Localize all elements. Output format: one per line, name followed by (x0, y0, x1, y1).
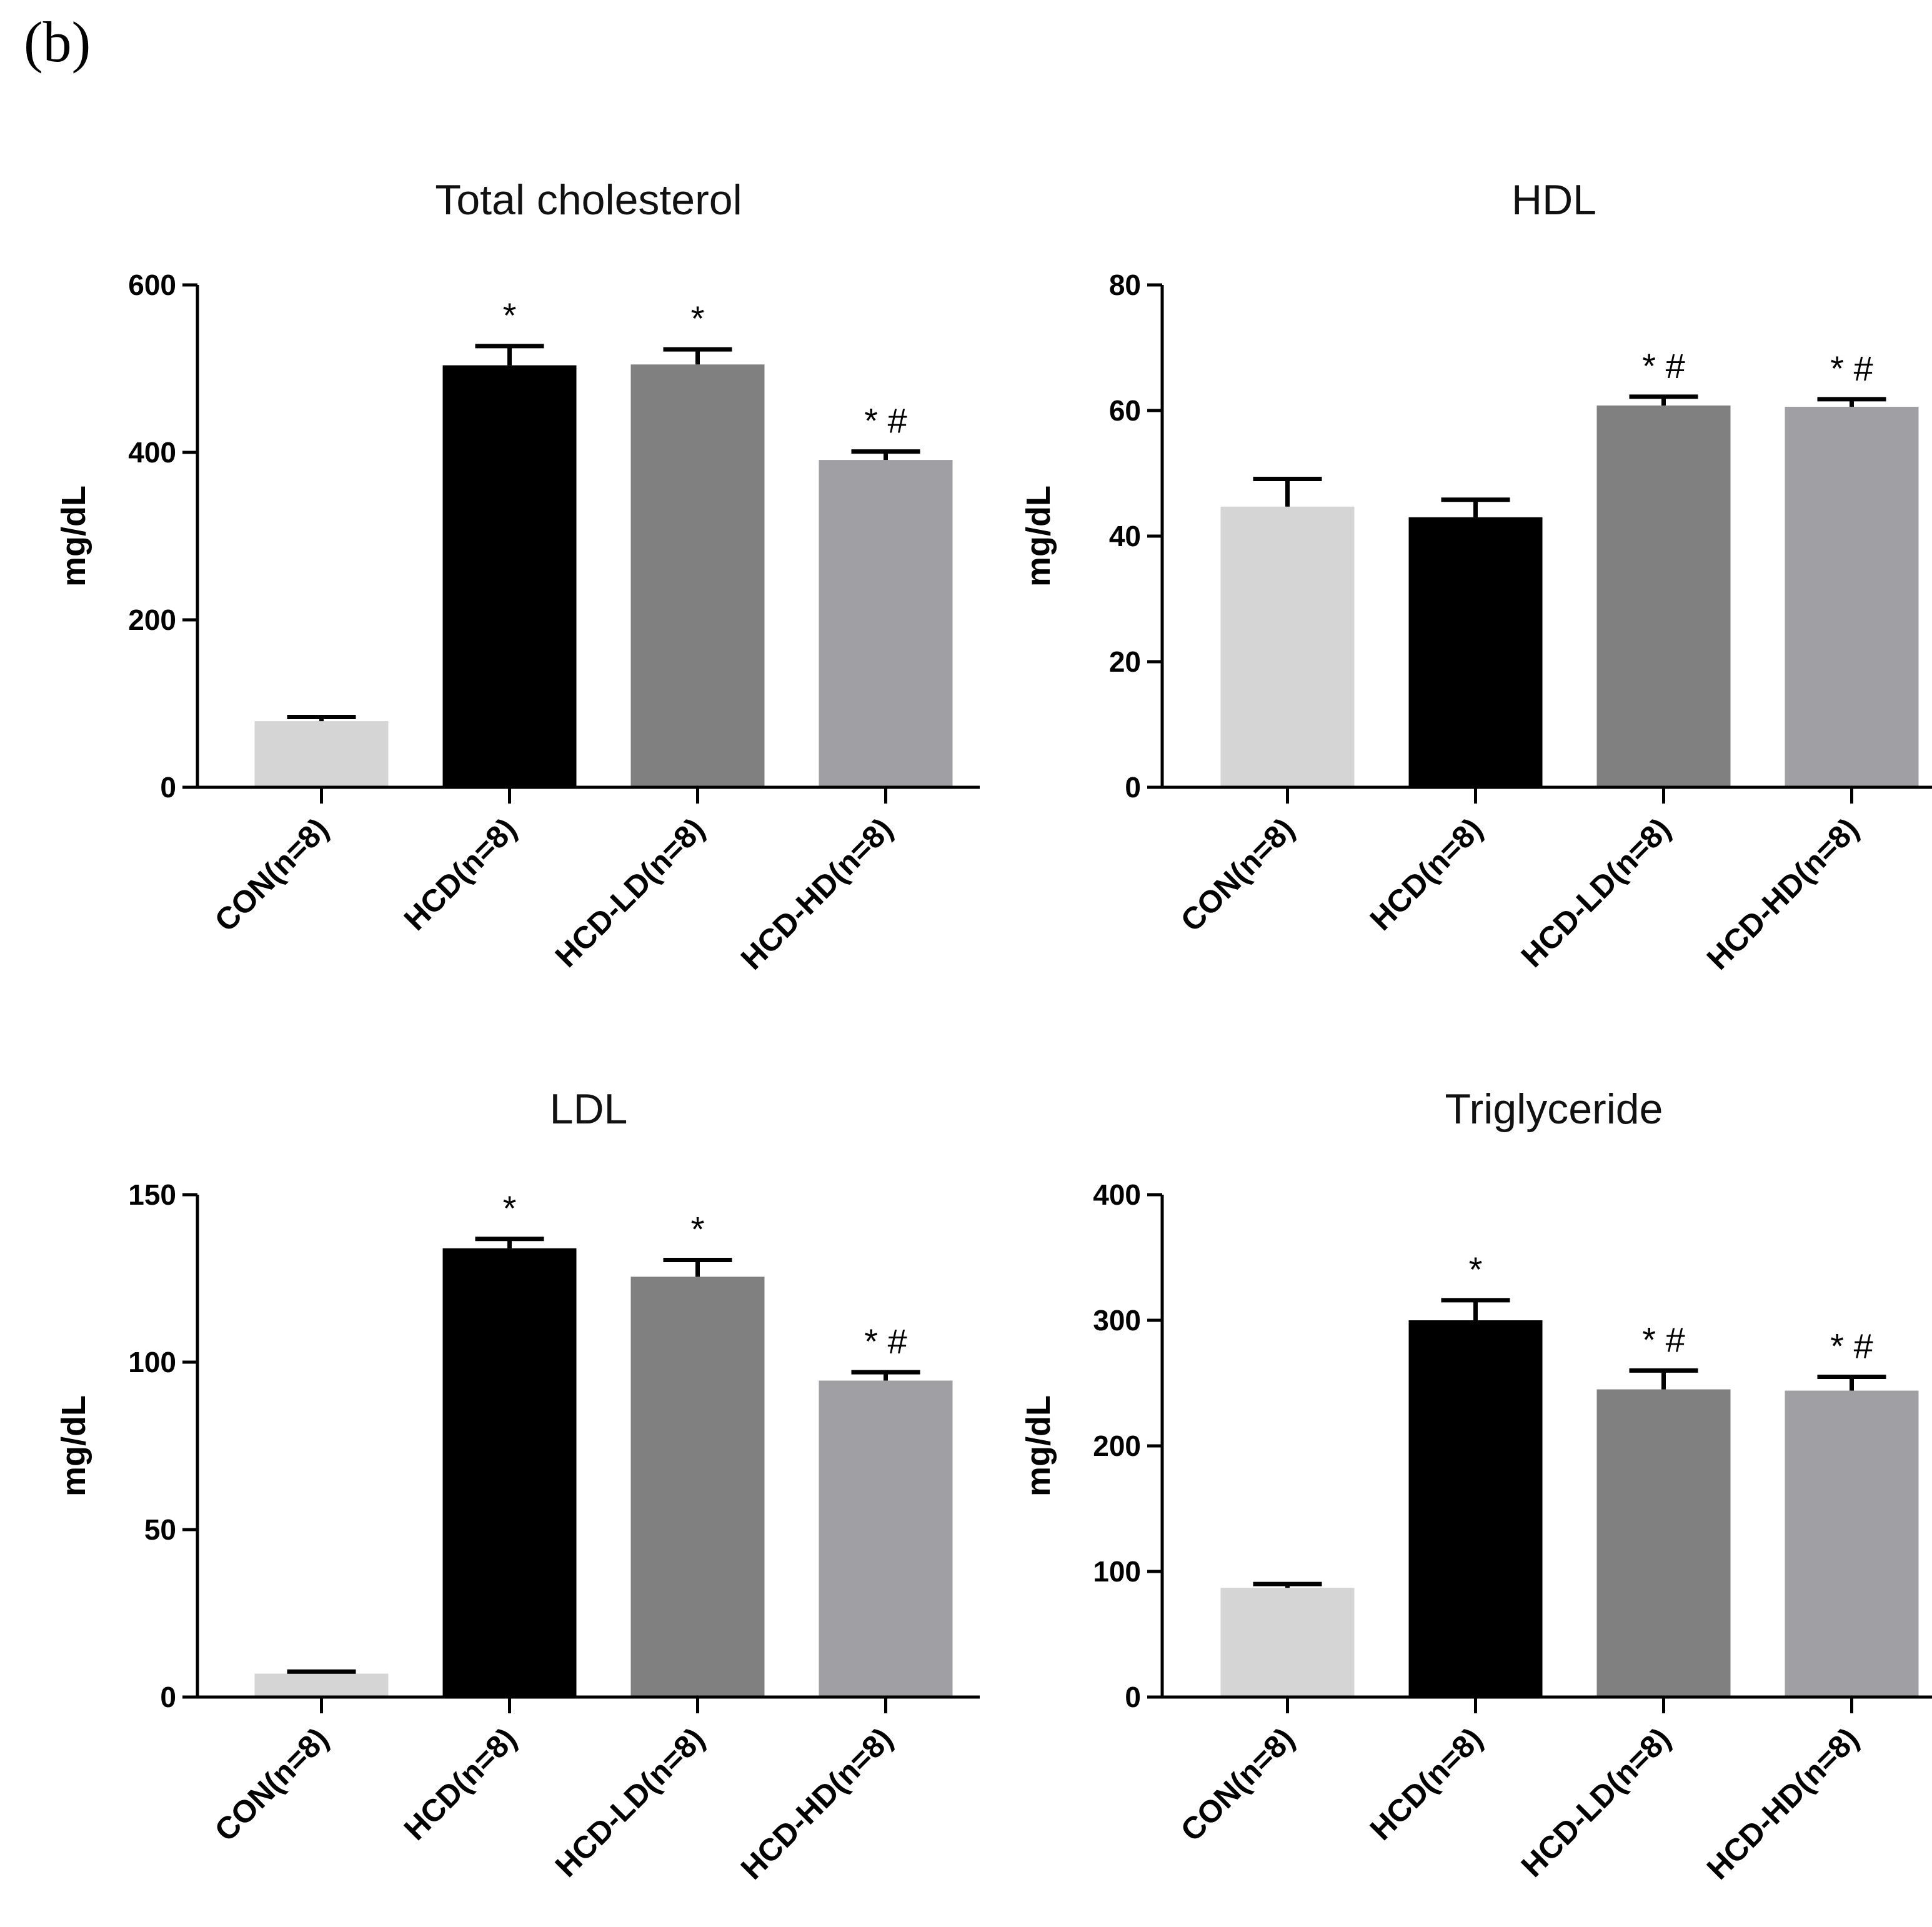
category-label: HCD(n=8) (397, 1721, 524, 1847)
bar (630, 364, 765, 787)
bar (254, 721, 389, 787)
y-axis-label: mg/dL (55, 1395, 92, 1496)
category-label: CON(n=8) (208, 1721, 336, 1848)
significance-mark: * (503, 1188, 517, 1228)
category-label: HCD(n=8) (397, 811, 524, 937)
y-tick-label: 0 (160, 1681, 176, 1713)
category-label: HCD-HD(n=8) (734, 1721, 899, 1886)
significance-mark: * (1469, 1250, 1483, 1289)
y-tick-label: 80 (1109, 269, 1141, 301)
significance-mark: * (691, 299, 705, 338)
bar (442, 1248, 577, 1697)
significance-mark: * (691, 1210, 705, 1249)
bar (1596, 405, 1731, 787)
significance-mark: * # (864, 401, 907, 441)
chart-title: Triglyceride (1445, 1085, 1663, 1133)
chart-4: Triglyceride mg/dL CON(n=8) * HCD(n=8) * # HCD… (1020, 1085, 1932, 1886)
y-axis-label: mg/dL (55, 485, 92, 587)
bar (1220, 506, 1355, 787)
y-tick-label: 400 (128, 436, 176, 469)
y-tick-label: 200 (1093, 1430, 1141, 1462)
chart-title: LDL (550, 1085, 628, 1133)
y-tick-label: 400 (1093, 1178, 1141, 1211)
y-tick-label: 40 (1109, 520, 1141, 552)
bar (819, 460, 953, 787)
bar (1785, 1390, 1919, 1697)
bar (630, 1277, 765, 1697)
y-tick-label: 50 (144, 1513, 176, 1546)
bar (1220, 1588, 1355, 1697)
y-tick-label: 20 (1109, 645, 1141, 678)
y-axis-label: mg/dL (1020, 1395, 1057, 1496)
chart-3: LDL mg/dL CON(n=8) * HCD(n=8) * HCD-LD(n=8) * #… (55, 1085, 980, 1886)
significance-mark: * # (1642, 346, 1685, 386)
chart-1: Total cholesterol mg/dL CON(n=8) * HCD(n=8) *… (55, 176, 980, 977)
bar (819, 1380, 953, 1697)
bar (254, 1673, 389, 1697)
category-label: HCD-HD(n=8) (1700, 1721, 1865, 1886)
y-tick-label: 0 (1125, 771, 1141, 804)
bar (442, 365, 577, 787)
y-tick-label: 0 (1125, 1681, 1141, 1713)
chart-2: HDL mg/dL CON(n=8) HCD(n=8) * # HCD-LD(n=8) * … (1020, 176, 1932, 977)
bar (1596, 1389, 1731, 1697)
bar (1785, 406, 1919, 787)
chart-title: Total cholesterol (435, 176, 742, 224)
y-tick-label: 100 (1093, 1555, 1141, 1588)
y-tick-label: 300 (1093, 1304, 1141, 1337)
y-tick-label: 60 (1109, 394, 1141, 427)
category-label: HCD-LD(n=8) (1515, 1721, 1678, 1884)
significance-mark: * (503, 296, 517, 335)
bar (1408, 517, 1543, 787)
panel-label: (b) (24, 10, 91, 74)
y-tick-label: 200 (128, 604, 176, 636)
significance-mark: * # (1642, 1320, 1685, 1359)
category-label: CON(n=8) (1174, 811, 1302, 939)
category-label: CON(n=8) (1174, 1721, 1302, 1848)
category-label: HCD-LD(n=8) (549, 811, 712, 974)
charts: Total cholesterol mg/dL CON(n=8) * HCD(n=8) *… (55, 176, 1932, 1886)
category-label: CON(n=8) (208, 811, 336, 939)
chart-title: HDL (1511, 176, 1596, 224)
y-axis-label: mg/dL (1020, 485, 1057, 587)
y-tick-label: 600 (128, 269, 176, 301)
significance-mark: * # (1830, 1326, 1873, 1365)
category-label: HCD-LD(n=8) (549, 1721, 712, 1884)
significance-mark: * # (1830, 349, 1873, 388)
category-label: HCD-HD(n=8) (734, 811, 899, 976)
bar (1408, 1320, 1543, 1697)
y-tick-label: 0 (160, 771, 176, 804)
category-label: HCD(n=8) (1363, 1721, 1490, 1847)
category-label: HCD-HD(n=8) (1700, 811, 1865, 976)
category-label: HCD-LD(n=8) (1515, 811, 1678, 974)
category-label: HCD(n=8) (1363, 811, 1490, 937)
significance-mark: * # (864, 1322, 907, 1361)
y-tick-label: 150 (128, 1178, 176, 1211)
y-tick-label: 100 (128, 1346, 176, 1378)
